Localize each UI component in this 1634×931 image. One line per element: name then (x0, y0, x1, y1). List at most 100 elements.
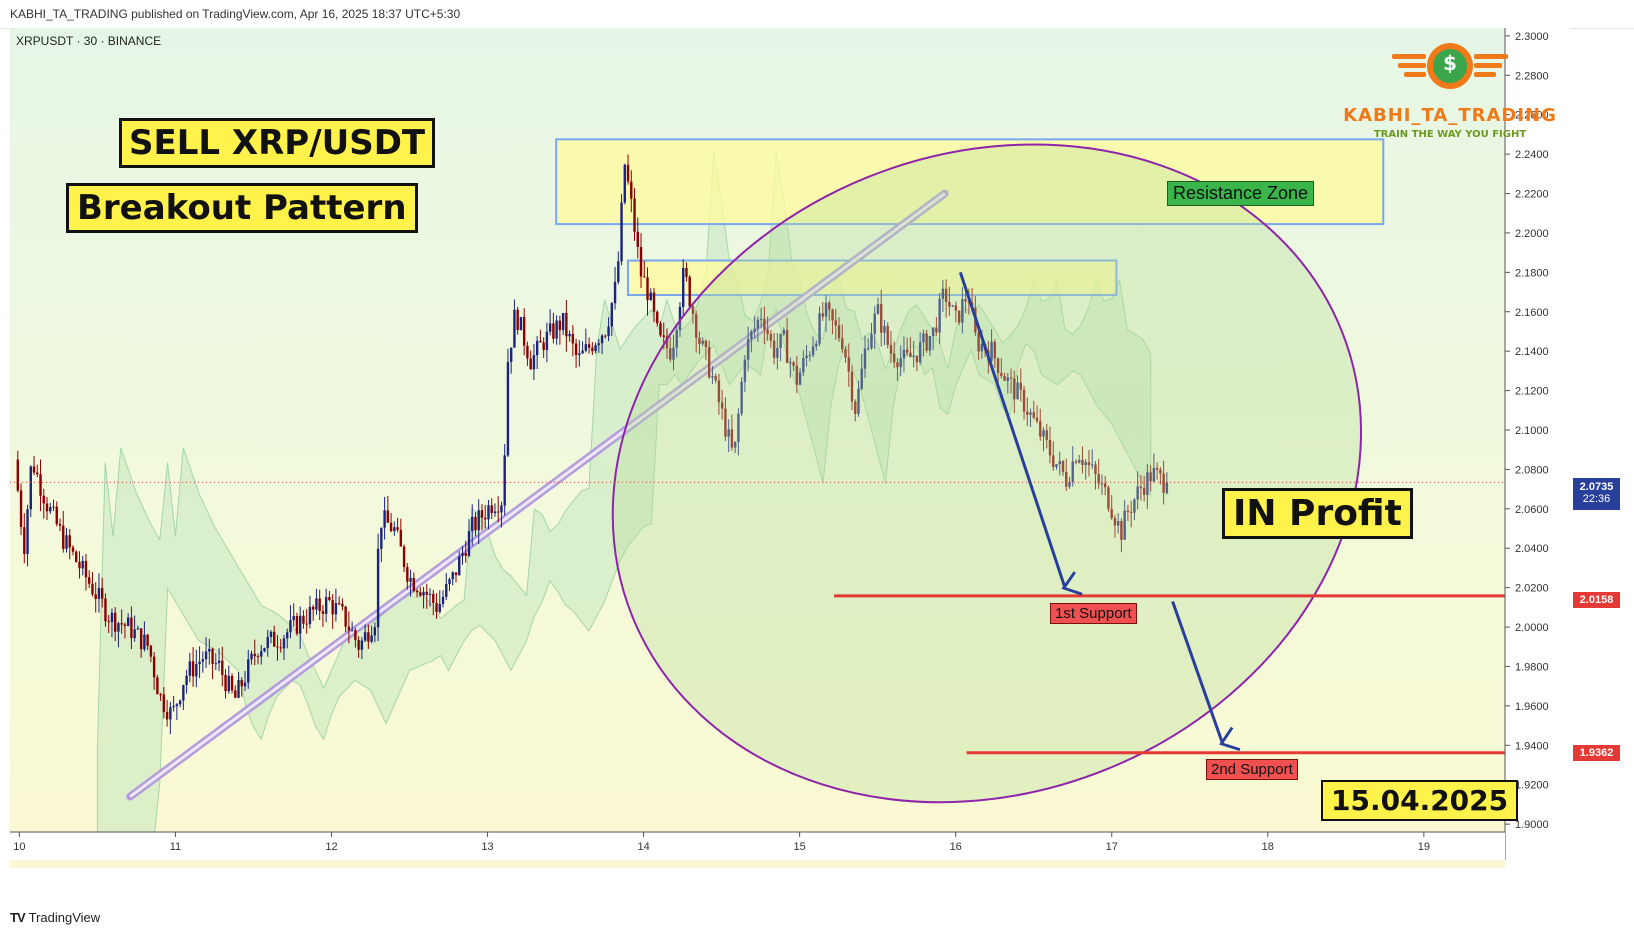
projection-arrow-1 (958, 271, 1083, 596)
candle-body (169, 707, 172, 720)
candle-body (613, 281, 617, 304)
candle-body (120, 623, 123, 625)
candle-body (399, 529, 403, 547)
candle-body (918, 342, 922, 363)
candle-body (208, 648, 211, 652)
profit-ellipse (611, 143, 1363, 804)
candle-body (396, 527, 399, 530)
candle-body (1142, 488, 1146, 495)
candle-body (324, 597, 328, 614)
ticker-label[interactable]: XRPUSDT · 30 · BINANCE (16, 34, 162, 48)
candle-body (191, 661, 195, 677)
candle-body (1068, 482, 1071, 487)
candle-body (591, 347, 594, 352)
candle-body (354, 630, 357, 640)
date-label: 15.04.2025 (1321, 780, 1519, 821)
candle-body (899, 358, 902, 368)
candle-body (97, 587, 101, 599)
candle-body (227, 675, 230, 692)
candle-body (815, 343, 818, 347)
candle-body (276, 646, 279, 648)
candle-body (347, 626, 351, 631)
candle-body (373, 627, 377, 636)
candle-body (746, 338, 750, 360)
candle-body (519, 317, 523, 331)
candle-body (165, 711, 169, 720)
candle-body (925, 333, 928, 351)
candlesticks (16, 154, 1169, 735)
candle-body (451, 572, 454, 580)
candle-body (497, 511, 500, 513)
candle-body (393, 527, 396, 532)
candle-body (636, 231, 639, 248)
y-tick-label: 2.0400 (1515, 543, 1549, 555)
candle-body (539, 340, 542, 343)
candle-body (68, 535, 71, 548)
candle-body (743, 359, 747, 382)
candle-body (253, 653, 256, 657)
candle-body (55, 506, 58, 525)
candle-body (639, 247, 643, 277)
candle-body (776, 347, 779, 358)
candle-body (201, 659, 205, 662)
candle-body (763, 318, 766, 330)
y-tick-label: 2.1400 (1515, 346, 1549, 358)
candle-body (954, 305, 958, 311)
candle-body (94, 594, 97, 599)
x-tick-label: 16 (950, 841, 962, 853)
candle-body (909, 352, 912, 358)
candle-body (425, 591, 428, 595)
y-tick-label: 2.2200 (1515, 189, 1549, 201)
candle-body (409, 577, 412, 582)
candle-body (928, 336, 932, 351)
candle-body (678, 306, 682, 331)
candle-body (951, 305, 954, 307)
candle-body (117, 623, 120, 632)
candle-body (685, 267, 688, 277)
candle-body (1120, 521, 1123, 540)
candle-body (905, 349, 909, 353)
candle-body (581, 350, 584, 354)
candle-body (1087, 462, 1091, 466)
candle-body (49, 507, 52, 512)
candle-body (509, 347, 513, 362)
candle-body (935, 327, 938, 333)
candle-body (185, 675, 188, 686)
brand-tagline: TRAIN THE WAY YOU FIGHT (1373, 129, 1527, 140)
candle-body (471, 516, 474, 532)
candle-body (367, 632, 370, 642)
candle-body (432, 593, 435, 603)
candle-body (435, 602, 438, 612)
trendline-layer (126, 189, 949, 801)
candle-body (445, 584, 448, 597)
candle-body (526, 345, 529, 359)
candle-body (1078, 459, 1081, 463)
candle-body (555, 320, 558, 339)
candle-body (159, 694, 162, 696)
candle-body (328, 597, 331, 601)
candle-body (39, 474, 42, 496)
candle-body (1000, 373, 1003, 376)
candle-body (263, 648, 266, 652)
candle-body (139, 628, 143, 650)
candle-body (484, 517, 487, 520)
candle-body (1123, 510, 1126, 540)
candle-body (584, 344, 588, 351)
candle-body (1003, 375, 1006, 381)
tradingview-logo[interactable]: TV TradingView (10, 910, 100, 925)
candle-body (993, 341, 997, 359)
y-tick-label: 2.0600 (1515, 504, 1549, 516)
candle-body (234, 690, 237, 698)
candle-body (78, 561, 81, 569)
candle-body (915, 355, 919, 363)
candle-body (1042, 430, 1045, 437)
candle-body (104, 598, 107, 622)
candle-body (1013, 378, 1016, 400)
tradingview-brand: TradingView (28, 910, 101, 925)
y-tick-label: 1.9000 (1515, 819, 1549, 831)
candle-body (1045, 430, 1048, 440)
candle-body (565, 313, 568, 337)
candle-body (406, 567, 409, 582)
tradingview-mark-icon: TV (10, 910, 26, 925)
